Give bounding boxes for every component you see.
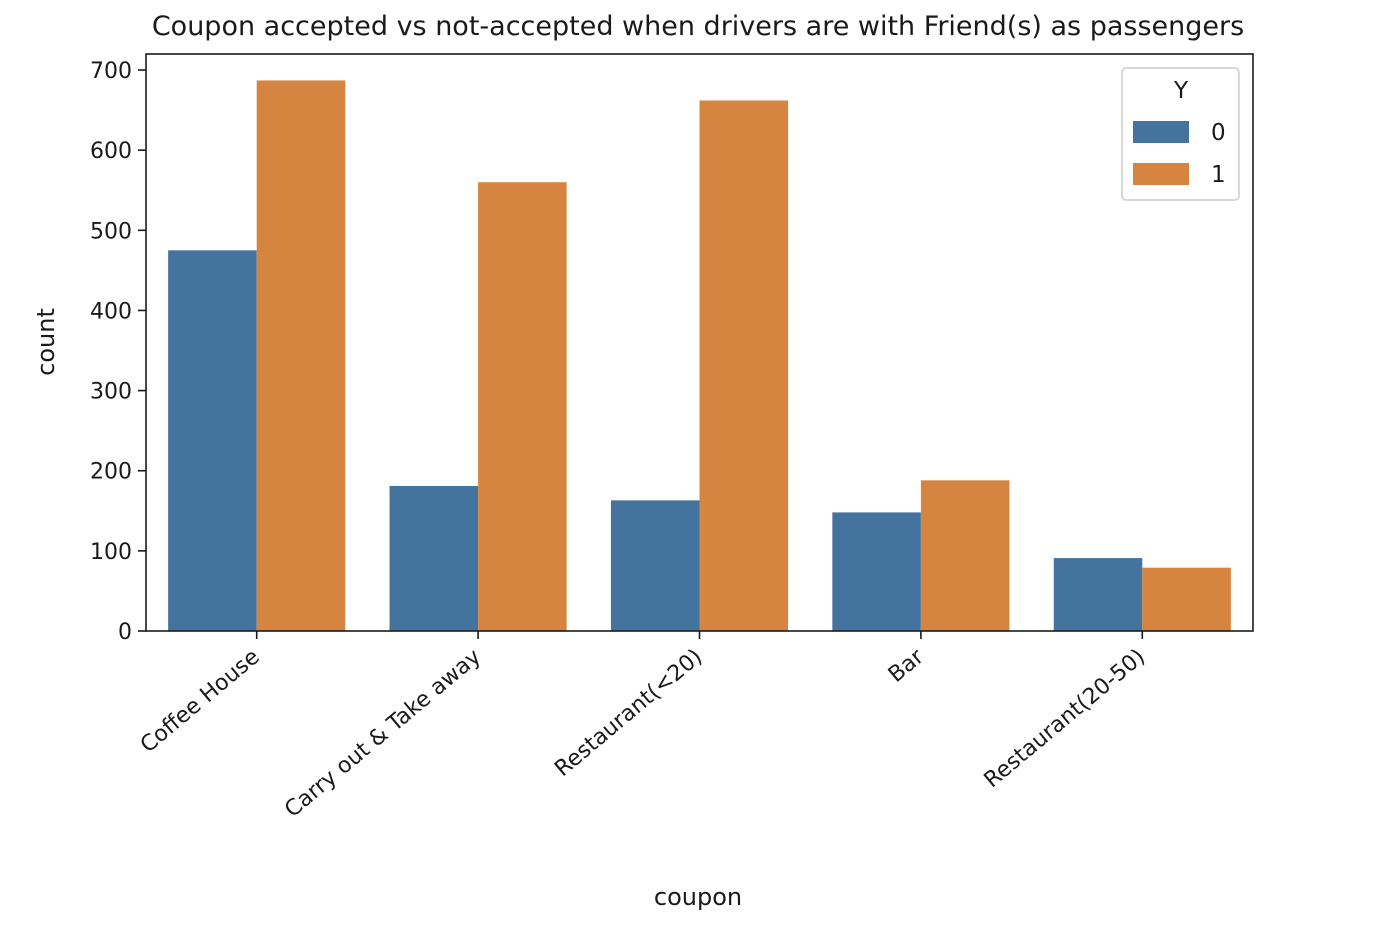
y-tick-label: 100 [90, 540, 132, 565]
bars-layer [168, 80, 1231, 632]
bar-3-series-0 [832, 512, 921, 631]
bar-1-series-0 [389, 485, 479, 631]
bar-1-series-1 [478, 182, 567, 631]
legend-swatch-1 [1133, 163, 1189, 185]
y-axis-label: count [32, 308, 60, 376]
y-tick-label: 300 [90, 380, 132, 405]
x-tick-label: Carry out & Take away [280, 644, 486, 822]
y-tick-label: 600 [90, 139, 132, 164]
x-axis-label: coupon [654, 883, 742, 911]
y-tick-label: 200 [90, 460, 132, 485]
legend-label-0: 0 [1211, 120, 1226, 146]
legend-swatch-0 [1133, 121, 1189, 143]
y-axis: 0 100 200 300 400 500 600 700 [90, 59, 146, 645]
y-tick-label: 500 [90, 219, 132, 244]
bar-2-series-0 [610, 500, 700, 631]
x-tick-label: Restaurant(<20) [550, 644, 707, 781]
bar-0-series-1 [256, 80, 346, 632]
legend-title: Y [1173, 78, 1189, 104]
chart-title: Coupon accepted vs not-accepted when dri… [152, 11, 1244, 42]
bar-4-series-0 [1053, 558, 1143, 631]
bar-3-series-1 [920, 480, 1010, 631]
legend: Y 0 1 [1121, 67, 1240, 201]
y-tick-label: 700 [90, 59, 132, 84]
bar-4-series-1 [1142, 567, 1231, 631]
bar-2-series-1 [699, 100, 789, 632]
legend-label-1: 1 [1211, 162, 1226, 188]
x-tick-label: Coffee House [136, 644, 265, 758]
y-tick-label: 400 [90, 299, 132, 324]
x-axis: Coffee House Carry out & Take away Restaur… [136, 631, 1150, 823]
y-tick-label: 0 [118, 620, 132, 645]
bar-0-series-0 [168, 250, 257, 631]
x-tick-label: Restaurant(20-50) [980, 644, 1150, 793]
x-tick-label: Bar [884, 644, 930, 688]
